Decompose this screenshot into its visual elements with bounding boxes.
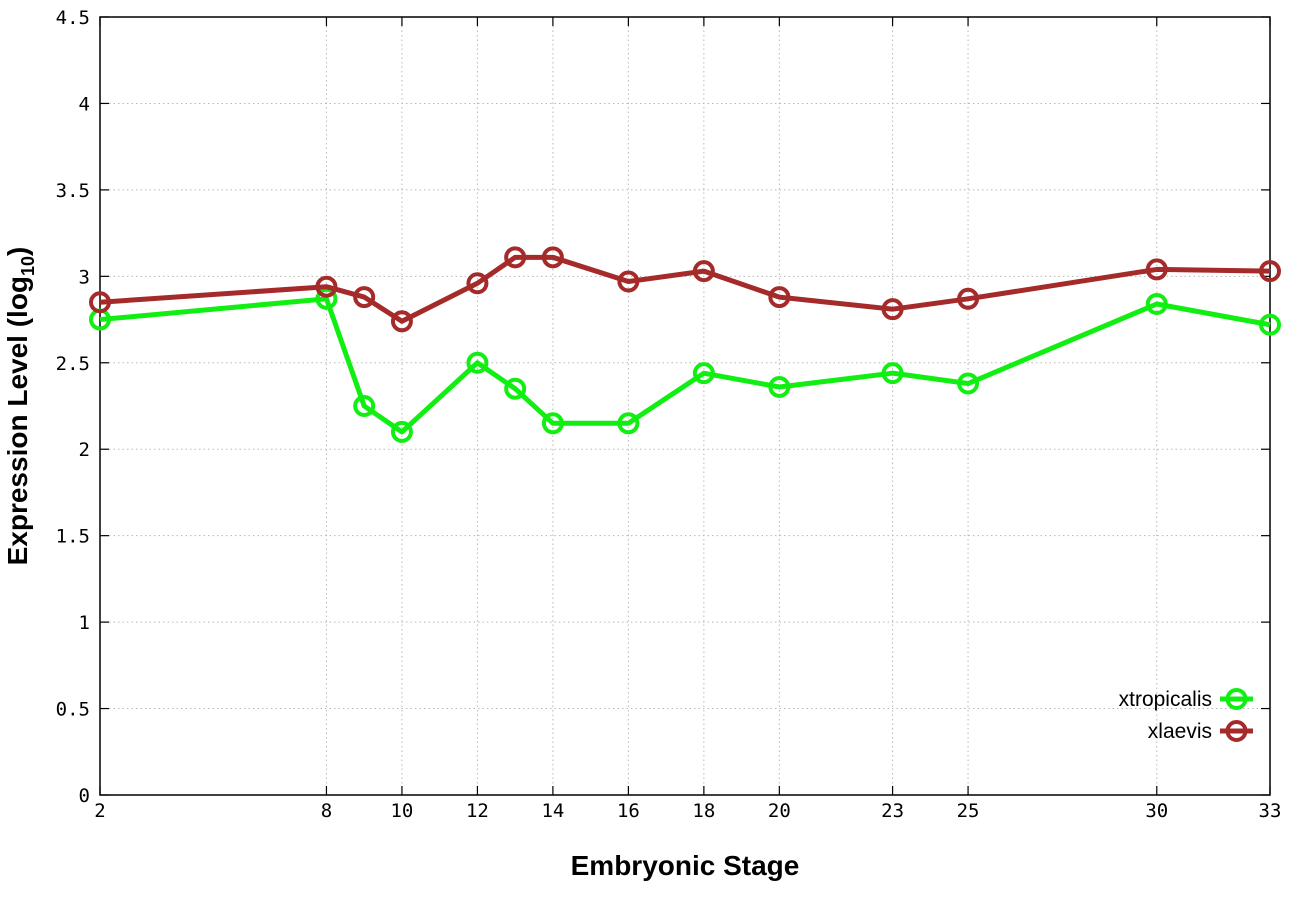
- data-point: [1259, 260, 1281, 283]
- legend-item-xtropicalis: xtropicalis: [1119, 688, 1253, 711]
- grid-lines: [100, 17, 1270, 795]
- legend-swatch-marker: [1225, 688, 1248, 710]
- data-point: [617, 412, 640, 435]
- data-point: [390, 310, 413, 333]
- data-point: [315, 287, 338, 310]
- y-tick-label: 1: [79, 612, 90, 634]
- y-tick-label: 1.5: [56, 526, 90, 548]
- x-tick-label: 33: [1259, 800, 1282, 822]
- x-tick-label: 25: [957, 800, 980, 822]
- data-point: [957, 287, 980, 310]
- data-point: [957, 372, 980, 395]
- legend-item-xlaevis: xlaevis: [1148, 720, 1253, 743]
- axis-ticks: 0 0.5 1 1.5 2 2.5 3 3.5 4 4.5 2 8 10 12 14 16 18 20 23 25 30…: [56, 7, 1282, 822]
- x-tick-label: 18: [692, 800, 715, 822]
- series-xtropicalis: [89, 287, 1281, 443]
- x-tick-label: 8: [321, 800, 332, 822]
- data-point: [1145, 292, 1168, 315]
- series-line: [99, 254, 1271, 324]
- legend-swatch-marker: [1225, 720, 1248, 742]
- data-series: [89, 246, 1281, 443]
- data-point: [353, 395, 376, 417]
- data-point: [768, 286, 791, 309]
- y-tick-label: 0: [79, 785, 90, 807]
- data-point: [466, 351, 489, 374]
- data-point: [89, 291, 111, 314]
- y-tick-label: 2: [79, 439, 90, 461]
- data-point: [466, 272, 489, 295]
- y-axis-title-main: Expression Level (log: [2, 276, 33, 565]
- data-point: [692, 362, 715, 385]
- legend-label: xtropicalis: [1119, 688, 1212, 711]
- data-point: [1145, 258, 1168, 281]
- series-line: [99, 296, 1271, 435]
- data-point: [1259, 313, 1281, 336]
- data-point: [768, 375, 791, 398]
- data-point: [504, 246, 527, 269]
- data-point: [390, 420, 413, 443]
- y-axis-title-subscript: 10: [18, 256, 38, 276]
- legend: xtropicalis xlaevis: [1119, 688, 1253, 743]
- y-axis-title-close: ): [2, 247, 33, 256]
- y-axis-title: Expression Level (log10): [2, 247, 38, 566]
- x-tick-label: 2: [94, 800, 105, 822]
- x-tick-label: 23: [881, 800, 904, 822]
- data-point: [881, 298, 904, 321]
- y-tick-label: 0.5: [56, 699, 90, 721]
- legend-label: xlaevis: [1148, 720, 1212, 743]
- data-point: [353, 286, 376, 309]
- x-tick-label: 16: [617, 800, 640, 822]
- x-tick-label: 10: [390, 800, 413, 822]
- y-tick-label: 3: [79, 266, 90, 288]
- data-point: [881, 362, 904, 385]
- y-tick-label: 4.5: [56, 7, 90, 29]
- x-tick-label: 20: [768, 800, 791, 822]
- data-point: [541, 412, 564, 435]
- data-point: [315, 275, 338, 298]
- y-tick-label: 4: [79, 93, 90, 115]
- data-point: [504, 377, 527, 400]
- x-tick-label: 12: [466, 800, 489, 822]
- x-tick-label: 14: [541, 800, 564, 822]
- data-point: [692, 260, 715, 283]
- series-xlaevis: [89, 246, 1281, 333]
- data-point: [617, 270, 640, 293]
- y-tick-label: 3.5: [56, 180, 90, 202]
- plot-frame: [99, 16, 1271, 796]
- y-tick-label: 2.5: [56, 353, 90, 375]
- x-tick-label: 30: [1145, 800, 1168, 822]
- x-axis-title: Embryonic Stage: [571, 850, 800, 881]
- data-point: [541, 246, 564, 269]
